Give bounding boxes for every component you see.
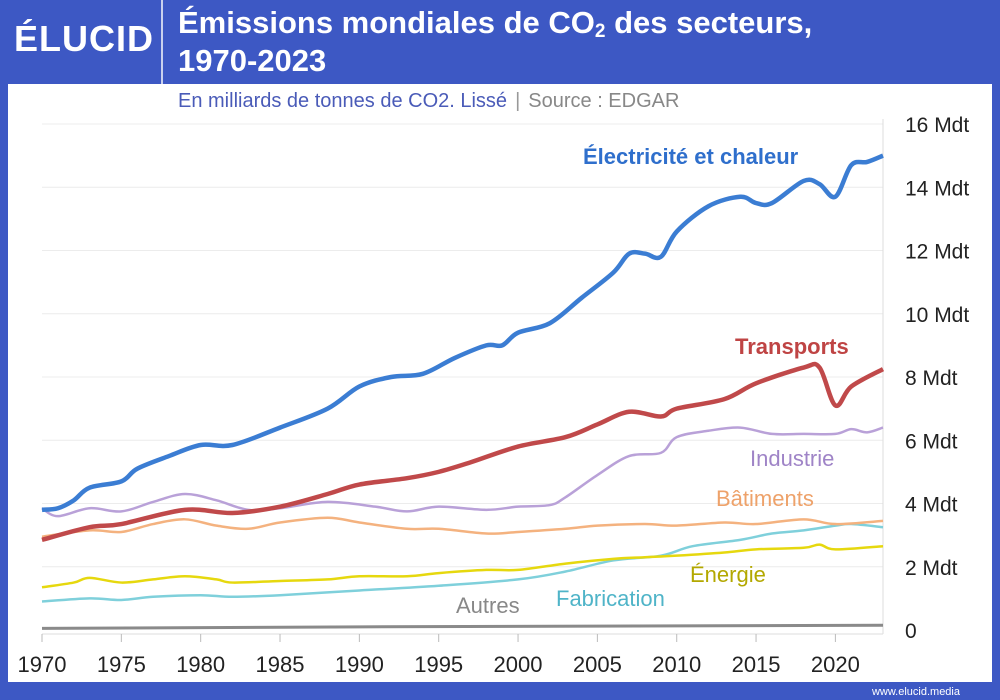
- elucid-logo: ÉLUCID: [14, 18, 154, 59]
- series-line: [41, 426, 884, 518]
- y-tick-label: 0: [905, 620, 917, 643]
- y-tick-label: 6 Mdt: [905, 430, 958, 453]
- title-text: Émissions mondiales de CO: [178, 5, 595, 40]
- series-label: Énergie: [690, 562, 766, 587]
- source-text: Source : EDGAR: [528, 90, 680, 112]
- series-line: [41, 153, 884, 513]
- x-tick-label: 2000: [494, 652, 543, 677]
- header: ÉLUCID Émissions mondiales de CO2 des se…: [0, 0, 1000, 84]
- series-label: Transports: [735, 334, 849, 359]
- separator: |: [515, 90, 521, 112]
- title-text-2: des secteurs,: [605, 5, 813, 40]
- x-tick-label: 1975: [97, 652, 146, 677]
- x-tick-label: 2015: [732, 652, 781, 677]
- title-subscript: 2: [594, 21, 606, 42]
- series-line: [41, 522, 884, 603]
- x-tick-label: 1990: [335, 652, 384, 677]
- x-tick-label: 1970: [18, 652, 67, 677]
- y-tick-label: 10 Mdt: [905, 304, 969, 327]
- series-line: [41, 516, 884, 538]
- series-label: Autres: [456, 593, 520, 618]
- chart-subtitle: En milliards de tonnes de CO2. Lissé | Sou…: [178, 90, 679, 113]
- series-label: Fabrication: [556, 586, 665, 611]
- series-label: Bâtiments: [716, 486, 814, 511]
- series-line: [41, 543, 884, 589]
- y-tick-label: 14 Mdt: [905, 177, 969, 200]
- x-tick-label: 1995: [414, 652, 463, 677]
- y-tick-label: 4 Mdt: [905, 494, 958, 517]
- x-tick-label: 1980: [176, 652, 225, 677]
- y-tick-label: 12 Mdt: [905, 241, 969, 264]
- y-tick-label: 16 Mdt: [905, 114, 969, 137]
- y-tick-label: 8 Mdt: [905, 367, 958, 390]
- series-label: Électricité et chaleur: [583, 144, 799, 169]
- series-line: [41, 361, 885, 543]
- series-label: Industrie: [750, 446, 834, 471]
- x-tick-label: 1985: [256, 652, 305, 677]
- series-line: [41, 623, 884, 630]
- footer-url[interactable]: www.elucid.media: [871, 686, 960, 698]
- x-tick-label: 2010: [652, 652, 701, 677]
- x-tick-label: 2005: [573, 652, 622, 677]
- y-tick-label: 2 Mdt: [905, 557, 958, 580]
- x-tick-label: 2020: [811, 652, 860, 677]
- subtitle-text: En milliards de tonnes de CO2. Lissé: [178, 90, 508, 112]
- title-years: 1970-2023: [178, 43, 327, 78]
- header-divider: [161, 0, 163, 84]
- chart-title: Émissions mondiales de CO2 des secteurs,…: [178, 4, 812, 80]
